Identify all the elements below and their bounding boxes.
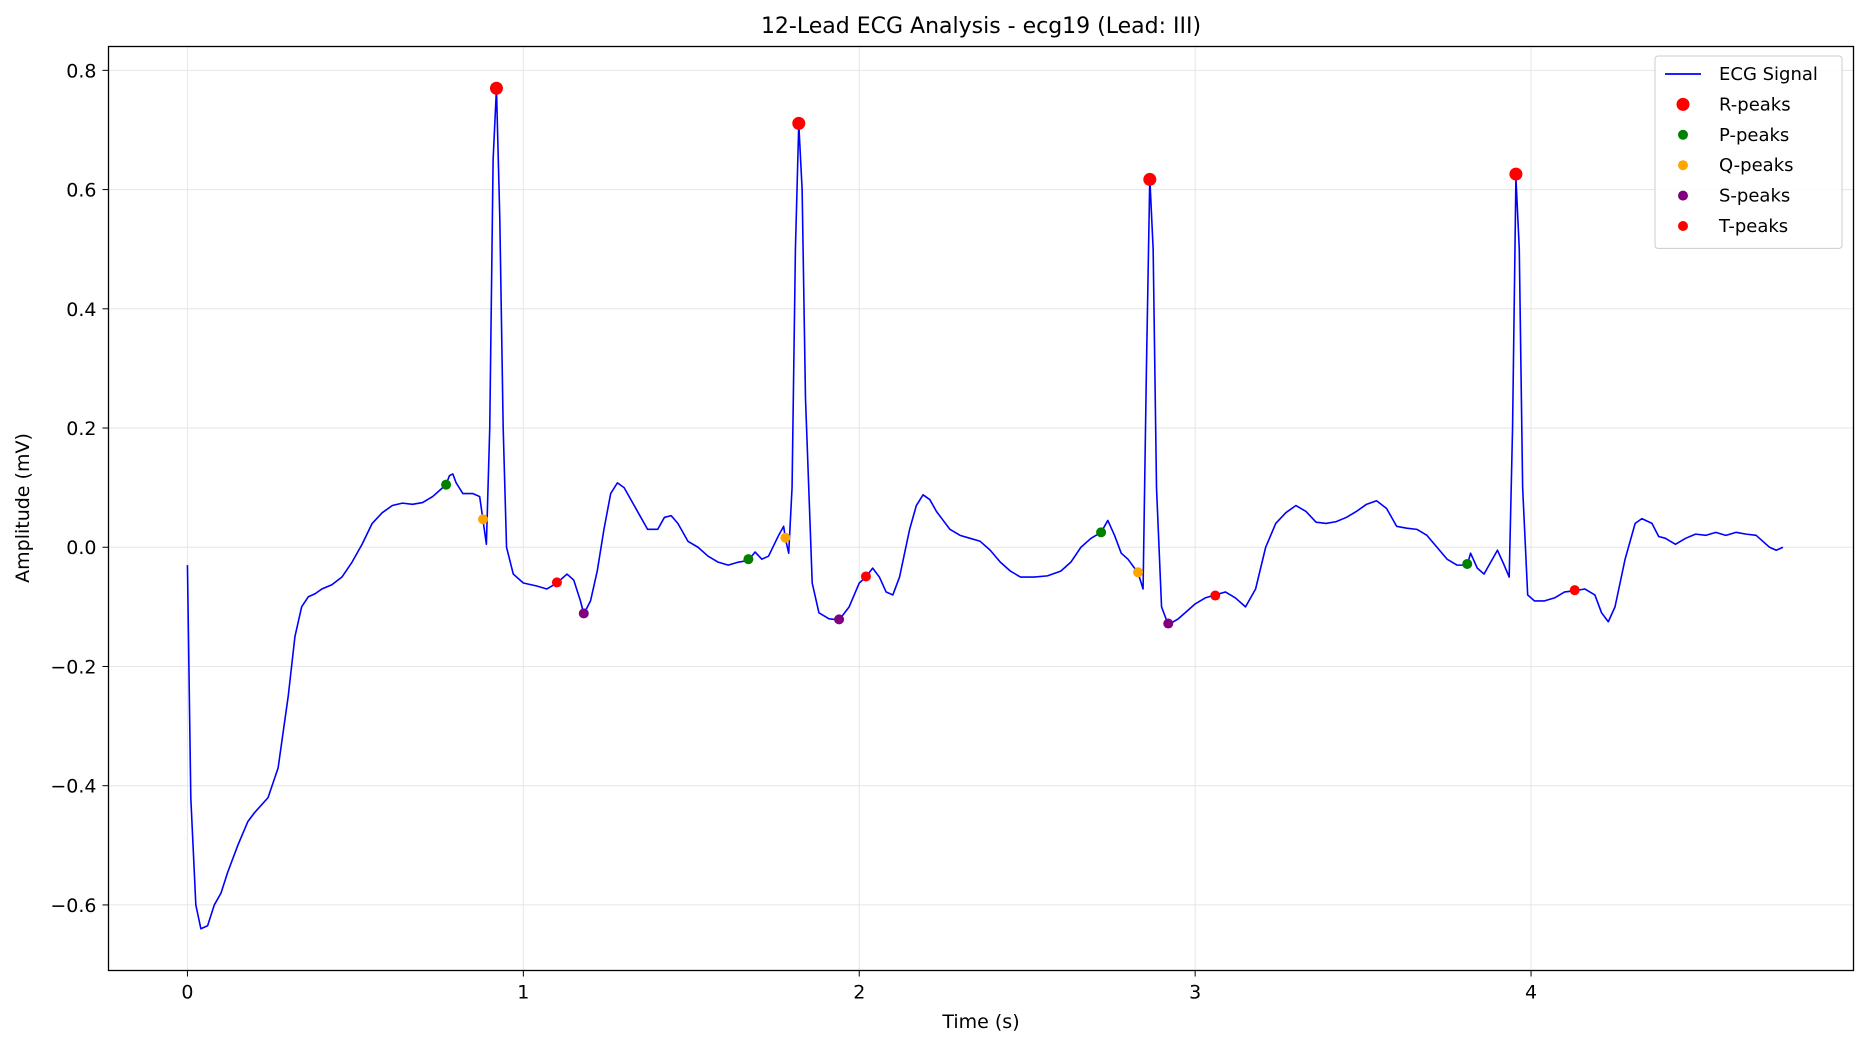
y-tick-label: 0.0: [66, 537, 96, 559]
s-peaks-marker: [834, 614, 845, 625]
p-peaks-marker: [1462, 558, 1473, 569]
x-tick-label: 3: [1189, 982, 1201, 1004]
y-tick-label: −0.4: [50, 776, 96, 798]
legend-swatch-r-peaks: [1676, 97, 1690, 111]
x-axis: 0 1 2 3 4: [181, 970, 1537, 1004]
q-peaks-marker: [1133, 567, 1144, 578]
r-peaks-marker: [489, 81, 503, 95]
s-peaks-marker: [578, 608, 589, 619]
legend-swatch-p-peaks: [1678, 129, 1688, 140]
y-tick-label: −0.6: [50, 895, 96, 917]
legend-label-p-peaks: P-peaks: [1719, 125, 1789, 146]
ecg-signal-line: [186, 87, 1784, 930]
legend-label-s-peaks: S-peaks: [1719, 186, 1790, 207]
y-tick-label: 0.6: [66, 180, 96, 202]
t-peaks-marker: [551, 577, 562, 588]
r-peaks-marker: [792, 116, 806, 130]
x-tick-label: 2: [853, 982, 865, 1004]
y-axis: −0.6 −0.4 −0.2 0.0 0.2 0.4 0.6 0.8: [50, 60, 109, 917]
q-peaks-marker: [780, 532, 791, 543]
legend-swatch-s-peaks: [1678, 190, 1688, 201]
x-tick-label: 1: [517, 982, 529, 1004]
signal-layer: [186, 87, 1784, 930]
legend-box: [1654, 55, 1843, 249]
legend-swatch-q-peaks: [1678, 160, 1688, 171]
legend-label-t-peaks: T-peaks: [1718, 216, 1788, 237]
legend-label-r-peaks: R-peaks: [1719, 94, 1791, 115]
grid: [108, 46, 1854, 971]
r-peaks-marker: [1143, 172, 1157, 186]
q-peaks-marker: [478, 514, 489, 525]
r-peaks-marker: [1509, 167, 1523, 181]
legend-swatch-t-peaks: [1678, 221, 1688, 231]
t-peaks-marker: [1210, 590, 1221, 601]
legend: ECG Signal R-peaks P-peaks Q-peaks S-peaks T-…: [1654, 55, 1843, 249]
legend-label-ecg-signal: ECG Signal: [1719, 64, 1818, 85]
y-axis-label: Amplitude (mV): [12, 433, 34, 583]
p-peaks-marker: [441, 479, 452, 490]
plot-frame: [107, 45, 1855, 972]
p-peaks-marker: [1096, 527, 1107, 538]
chart-title: 12-Lead ECG Analysis - ecg19 (Lead: III): [761, 14, 1201, 39]
marker-layer: [441, 81, 1580, 629]
x-axis-label: Time (s): [941, 1011, 1019, 1033]
y-tick-label: 0.4: [66, 299, 96, 321]
s-peaks-marker: [1163, 618, 1174, 629]
y-tick-label: 0.2: [66, 418, 96, 440]
t-peaks-marker: [860, 571, 871, 582]
y-tick-label: −0.2: [50, 656, 96, 678]
y-tick-label: 0.8: [66, 60, 96, 82]
legend-label-q-peaks: Q-peaks: [1719, 155, 1794, 176]
t-peaks-marker: [1569, 585, 1580, 596]
p-peaks-marker: [743, 554, 754, 565]
x-tick-label: 0: [181, 982, 193, 1004]
x-tick-label: 4: [1525, 982, 1537, 1004]
